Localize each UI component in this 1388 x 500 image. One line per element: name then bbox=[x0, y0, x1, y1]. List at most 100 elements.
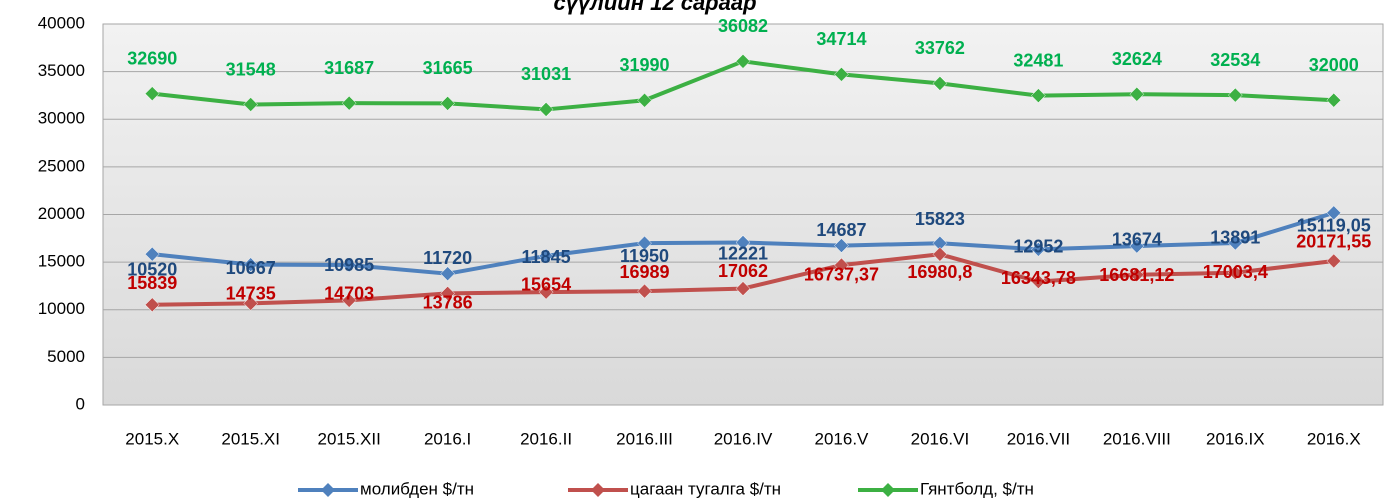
marker bbox=[538, 248, 554, 264]
x-tick-label: 2016.IV bbox=[714, 429, 773, 448]
marker bbox=[1129, 238, 1145, 254]
data-label: 31665 bbox=[423, 58, 473, 78]
legend-marker bbox=[881, 483, 895, 497]
data-label: 17003,4 bbox=[1203, 262, 1268, 282]
data-label: 16980,8 bbox=[907, 262, 972, 282]
x-tick-label: 2015.XII bbox=[317, 429, 380, 448]
y-tick-label: 25000 bbox=[38, 156, 85, 175]
data-label: 16989 bbox=[620, 262, 670, 282]
data-label: 34714 bbox=[816, 29, 866, 49]
data-label: 13891 bbox=[1210, 227, 1260, 247]
x-tick-label: 2016.I bbox=[424, 429, 471, 448]
marker bbox=[834, 66, 849, 82]
y-tick-label: 40000 bbox=[38, 13, 85, 32]
marker bbox=[735, 235, 751, 250]
marker bbox=[735, 281, 751, 296]
y-tick-label: 10000 bbox=[38, 299, 85, 318]
data-label: 11950 bbox=[620, 246, 669, 266]
y-tick-label: 20000 bbox=[38, 204, 85, 223]
data-label: 11720 bbox=[423, 248, 472, 268]
y-tick-label: 5000 bbox=[47, 347, 85, 366]
marker bbox=[637, 235, 652, 251]
marker bbox=[144, 297, 160, 313]
legend-label: молибден $/тн bbox=[360, 479, 474, 498]
x-tick-label: 2016.X bbox=[1307, 429, 1361, 448]
data-label: 15839 bbox=[127, 273, 177, 293]
x-tick-label: 2016.V bbox=[815, 429, 870, 448]
marker bbox=[1031, 274, 1046, 289]
data-label: 31990 bbox=[620, 55, 670, 75]
marker bbox=[1227, 265, 1243, 281]
marker bbox=[834, 238, 849, 253]
marker bbox=[932, 246, 948, 262]
data-label: 33762 bbox=[915, 38, 965, 58]
data-label: 12952 bbox=[1013, 236, 1063, 256]
marker bbox=[1227, 87, 1243, 103]
data-label: 32000 bbox=[1309, 55, 1359, 75]
marker bbox=[341, 95, 357, 111]
marker bbox=[1129, 86, 1145, 102]
data-label: 17062 bbox=[718, 261, 768, 281]
x-tick-label: 2016.VI bbox=[911, 429, 970, 448]
legend-item: молибден $/тн bbox=[298, 479, 474, 498]
y-tick-label: 30000 bbox=[38, 109, 85, 128]
data-label: 31687 bbox=[324, 58, 374, 78]
marker bbox=[538, 284, 554, 300]
marker bbox=[1326, 253, 1342, 269]
x-tick-label: 2016.VII bbox=[1007, 429, 1070, 448]
data-label: 32624 bbox=[1112, 49, 1162, 69]
marker bbox=[1326, 205, 1342, 221]
data-label: 10520 bbox=[127, 260, 177, 280]
marker bbox=[243, 296, 259, 311]
marker bbox=[1031, 88, 1046, 103]
data-label: 32690 bbox=[127, 48, 177, 68]
data-label: 10985 bbox=[324, 255, 374, 275]
legend-label: Гянтболд, $/тн bbox=[920, 479, 1034, 498]
marker bbox=[341, 293, 357, 308]
marker bbox=[144, 86, 160, 101]
data-label: 16737,37 bbox=[804, 264, 879, 284]
data-label: 32481 bbox=[1013, 50, 1063, 70]
data-label: 14687 bbox=[816, 220, 866, 240]
marker bbox=[538, 102, 554, 117]
legend-marker bbox=[321, 483, 335, 497]
data-label: 15654 bbox=[521, 275, 571, 295]
marker bbox=[440, 96, 455, 111]
data-label: 11845 bbox=[522, 247, 571, 267]
marker bbox=[440, 286, 455, 301]
y-tick-label: 0 bbox=[76, 394, 85, 413]
marker bbox=[637, 283, 652, 299]
marker bbox=[144, 246, 160, 262]
x-tick-label: 2016.IX bbox=[1206, 429, 1265, 448]
y-tick-label: 35000 bbox=[38, 61, 85, 80]
marker bbox=[735, 53, 751, 69]
marker bbox=[1129, 267, 1145, 283]
data-label: 15823 bbox=[915, 209, 965, 229]
data-label: 13786 bbox=[423, 292, 473, 312]
data-label: 16681,12 bbox=[1099, 265, 1174, 285]
x-tick-label: 2016.VIII bbox=[1103, 429, 1171, 448]
data-label: 36082 bbox=[718, 16, 768, 36]
data-label: 12221 bbox=[718, 243, 768, 263]
marker bbox=[1227, 235, 1243, 251]
x-tick-label: 2015.XI bbox=[221, 429, 280, 448]
chart-title: сүүлийн 12 сараар bbox=[553, 0, 756, 15]
marker bbox=[932, 76, 948, 91]
x-tick-label: 2016.III bbox=[616, 429, 673, 448]
data-label: 14735 bbox=[226, 283, 276, 303]
data-label: 20171,55 bbox=[1296, 232, 1371, 252]
data-label: 31031 bbox=[521, 64, 571, 84]
data-label: 15119,05 bbox=[1297, 216, 1371, 236]
data-label: 14703 bbox=[324, 284, 374, 304]
x-tick-label: 2016.II bbox=[520, 429, 572, 448]
marker bbox=[440, 266, 455, 282]
marker bbox=[637, 92, 652, 108]
legend-item: цагаан тугалга $/тн bbox=[568, 479, 781, 498]
data-label: 31548 bbox=[226, 59, 276, 79]
data-label: 13674 bbox=[1112, 230, 1162, 250]
marker bbox=[243, 257, 259, 273]
y-tick-label: 15000 bbox=[38, 252, 85, 271]
data-label: 10667 bbox=[226, 258, 276, 278]
x-tick-label: 2015.X bbox=[125, 429, 179, 448]
